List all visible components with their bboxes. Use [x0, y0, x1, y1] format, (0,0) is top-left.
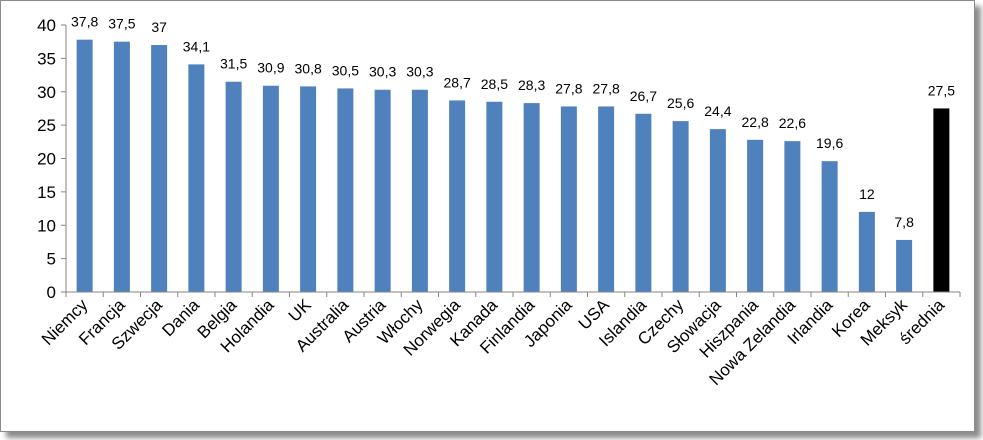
- data-label: 28,5: [481, 76, 508, 92]
- bar: [784, 141, 801, 292]
- data-label: 26,7: [630, 88, 657, 104]
- bar: [821, 161, 838, 292]
- data-label: 30,3: [406, 64, 433, 80]
- bar: [747, 139, 764, 292]
- bar: [151, 45, 168, 293]
- data-label: 28,7: [444, 74, 471, 90]
- bar: [76, 39, 93, 293]
- bar: [486, 101, 503, 292]
- y-tick-label: 35: [37, 49, 56, 68]
- bar: [672, 121, 689, 293]
- y-tick-label: 30: [37, 83, 56, 102]
- y-tick-label: 15: [37, 183, 56, 202]
- data-label: 25,6: [667, 95, 694, 111]
- bar: [300, 86, 317, 292]
- data-label: 37,8: [71, 14, 98, 30]
- bar: [411, 89, 428, 292]
- bar: [449, 100, 466, 293]
- data-label: 7,8: [894, 214, 914, 230]
- x-category-label: Dania: [158, 295, 203, 340]
- data-label: 30,5: [332, 62, 359, 78]
- data-label: 27,8: [555, 80, 582, 96]
- bar: [113, 41, 130, 292]
- bar: [374, 89, 391, 292]
- axes: [65, 25, 961, 297]
- data-label: 30,8: [295, 60, 322, 76]
- bar: [225, 81, 242, 292]
- bar: [560, 106, 577, 292]
- data-label: 12: [859, 186, 875, 202]
- bar: [337, 88, 354, 292]
- bar: [709, 129, 726, 292]
- data-label: 22,6: [779, 115, 806, 131]
- x-category-label: UK: [285, 295, 316, 326]
- data-label: 27,8: [593, 80, 620, 96]
- data-labels: 37,8 37,5 37 34,1 31,5 30,9 30,8 30,5 30,3 30,3 28…: [71, 14, 955, 230]
- data-label: 30,3: [369, 64, 396, 80]
- bar: [188, 64, 205, 292]
- y-tick-label: 10: [37, 216, 56, 235]
- data-label: 27,5: [928, 82, 955, 98]
- bars: [76, 39, 950, 293]
- bar: [635, 113, 652, 292]
- bar: [858, 211, 875, 292]
- y-tick-label: 25: [37, 116, 56, 135]
- data-label: 31,5: [220, 56, 247, 72]
- bar: [598, 106, 615, 292]
- y-tick-label: 40: [37, 16, 56, 35]
- bar: [933, 108, 950, 292]
- data-label: 24,4: [704, 103, 731, 119]
- y-tick-label: 20: [37, 150, 56, 169]
- y-axis-ticks: 0 5 10 15 20 25 30 35 40: [37, 16, 66, 302]
- y-tick-label: 5: [47, 250, 56, 269]
- data-label: 22,8: [742, 114, 769, 130]
- data-label: 37,5: [108, 16, 135, 32]
- bar: [523, 103, 540, 292]
- data-label: 30,9: [257, 60, 284, 76]
- y-tick-label: 0: [47, 283, 56, 302]
- data-label: 19,6: [816, 135, 843, 151]
- bar: [262, 85, 279, 293]
- data-label: 34,1: [183, 38, 210, 54]
- data-label: 37: [151, 19, 167, 35]
- data-label: 28,3: [518, 77, 545, 93]
- bar: [896, 239, 913, 292]
